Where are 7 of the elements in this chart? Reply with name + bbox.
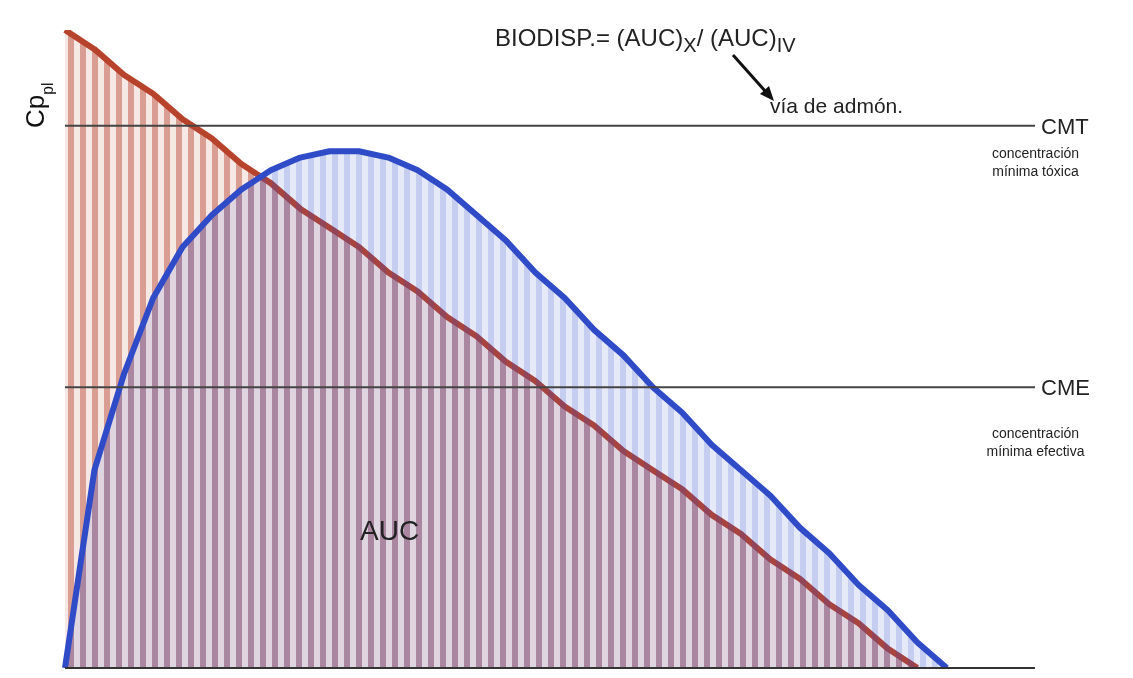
annotation: AUC xyxy=(360,514,420,548)
annotation: BIODISP.= (AUC)$_{X}$/ (AUC)$_{IV}$ xyxy=(495,23,796,58)
annotation: vía de admón. xyxy=(770,93,904,119)
annotation: concentración mínima tóxica xyxy=(990,144,1081,181)
ref-line-label: CME xyxy=(1041,375,1090,401)
annotation: concentración mínima efectiva xyxy=(985,424,1086,461)
ref-line-label: CMT xyxy=(1041,113,1089,139)
